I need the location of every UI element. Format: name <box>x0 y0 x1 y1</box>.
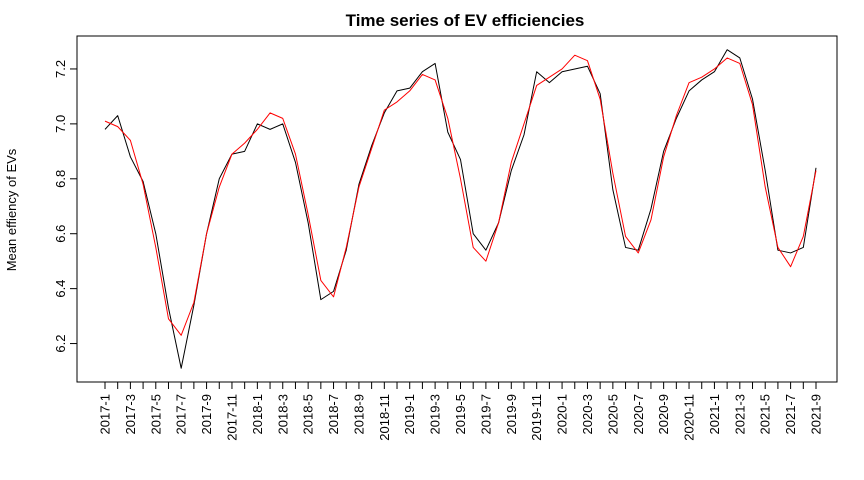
x-tick-label: 2019-5 <box>453 394 468 434</box>
x-tick-label: 2017-11 <box>224 394 239 441</box>
y-tick-label: 6.8 <box>53 170 68 188</box>
x-tick-label: 2017-3 <box>123 394 138 434</box>
y-tick-label: 7.2 <box>53 60 68 78</box>
x-tick-label: 2018-5 <box>301 394 316 434</box>
y-tick-label: 6.2 <box>53 335 68 353</box>
series-group <box>104 49 817 369</box>
plot-frame <box>76 35 838 383</box>
x-tick-label: 2018-1 <box>250 394 265 434</box>
y-tick-label: 6.6 <box>53 225 68 243</box>
x-tick-label: 2020-7 <box>631 394 646 434</box>
series-line-2 <box>104 54 817 336</box>
x-tick-label: 2020-5 <box>605 394 620 434</box>
x-tick-label: 2017-1 <box>98 394 113 434</box>
x-tick-label: 2021-5 <box>758 394 773 434</box>
x-tick-label: 2018-3 <box>275 394 290 434</box>
x-tick-label: 2021-3 <box>732 394 747 434</box>
chart-title: Time series of EV efficiencies <box>346 11 585 30</box>
x-tick-label: 2019-1 <box>402 394 417 434</box>
x-tick-label: 2018-9 <box>351 394 366 434</box>
x-tick-label: 2020-1 <box>555 394 570 434</box>
x-tick-label: 2021-7 <box>783 394 798 434</box>
x-tick-label: 2021-1 <box>707 394 722 434</box>
x-tick-label: 2019-3 <box>428 394 443 434</box>
x-tick-label: 2019-11 <box>529 394 544 441</box>
x-tick-label: 2020-9 <box>656 394 671 434</box>
y-tick-label: 6.4 <box>53 280 68 298</box>
x-tick-label: 2020-3 <box>580 394 595 434</box>
x-tick-label: 2021-9 <box>809 394 824 434</box>
x-tick-label: 2019-9 <box>504 394 519 434</box>
y-tick-label: 7.0 <box>53 115 68 133</box>
x-tick-label: 2020-11 <box>682 394 697 441</box>
x-axis: 2017-1 2017-3 2017-5 2017-7 2017-9 2017-11 201… <box>98 381 824 441</box>
x-tick-label: 2017-7 <box>174 394 189 434</box>
x-tick-label: 2019-7 <box>478 394 493 434</box>
x-tick-label: 2017-5 <box>148 394 163 434</box>
x-tick-label: 2018-7 <box>326 394 341 434</box>
y-axis-label: Mean effiency of EVs <box>4 148 19 271</box>
x-tick-label: 2017-9 <box>199 394 214 434</box>
x-tick-label: 2018-11 <box>377 394 392 441</box>
series-line-1 <box>104 49 817 369</box>
y-axis: 6.2 6.4 6.6 6.8 7.0 7.2 <box>53 60 78 353</box>
